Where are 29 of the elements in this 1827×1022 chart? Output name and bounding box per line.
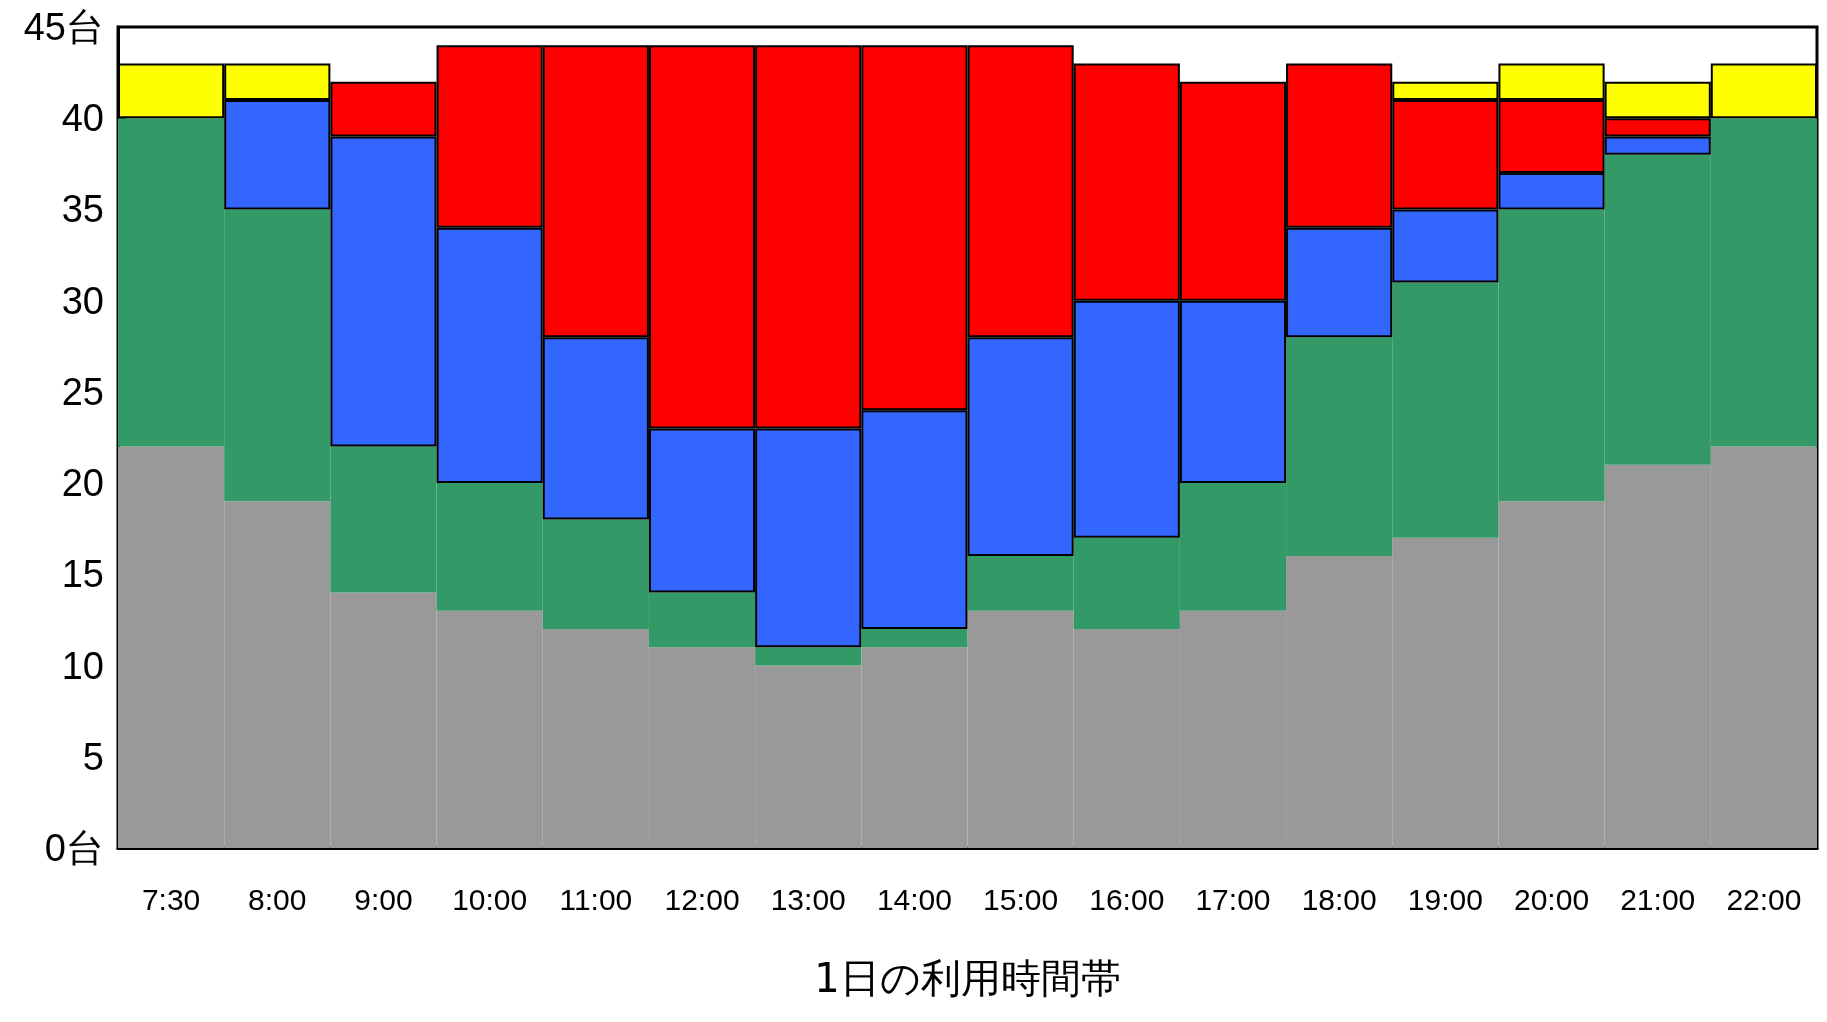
x-tick-label: 7:30 [141,882,201,916]
x-tick-label: 18:00 [1301,882,1377,916]
x-tick-label: 17:00 [1195,882,1271,916]
x-tick-label: 14:00 [876,882,952,916]
y-tick-label: 45台 [23,6,104,48]
x-tick-label: 12:00 [664,882,740,916]
x-tick-label: 11:00 [559,882,633,916]
y-tick-label: 10 [61,644,104,687]
x-tick-label: 16:00 [1089,882,1165,916]
x-tick-label: 10:00 [452,882,528,916]
bar [861,629,968,648]
x-tick-label: 22:00 [1726,882,1802,916]
y-tick-label: 15 [61,553,104,596]
x-tick-label: 8:00 [248,882,307,916]
x-tick-label: 21:00 [1620,882,1696,916]
y-tick-label: 35 [61,188,104,231]
x-tick-label: 9:00 [354,882,413,916]
x-tick-label: 15:00 [983,882,1059,916]
x-tick-label: 13:00 [770,882,846,916]
y-tick-label: 25 [61,370,104,413]
y-tick-label: 5 [82,735,104,778]
x-tick-label: 19:00 [1407,882,1483,916]
x-axis-title: 1日の利用時間帯 [814,955,1121,1001]
y-tick-label: 30 [61,279,104,322]
y-tick-label: 40 [61,97,104,140]
bar [755,647,862,666]
y-tick-label: 0台 [44,827,104,869]
y-tick-label: 20 [61,462,104,505]
x-tick-label: 20:00 [1513,882,1590,916]
